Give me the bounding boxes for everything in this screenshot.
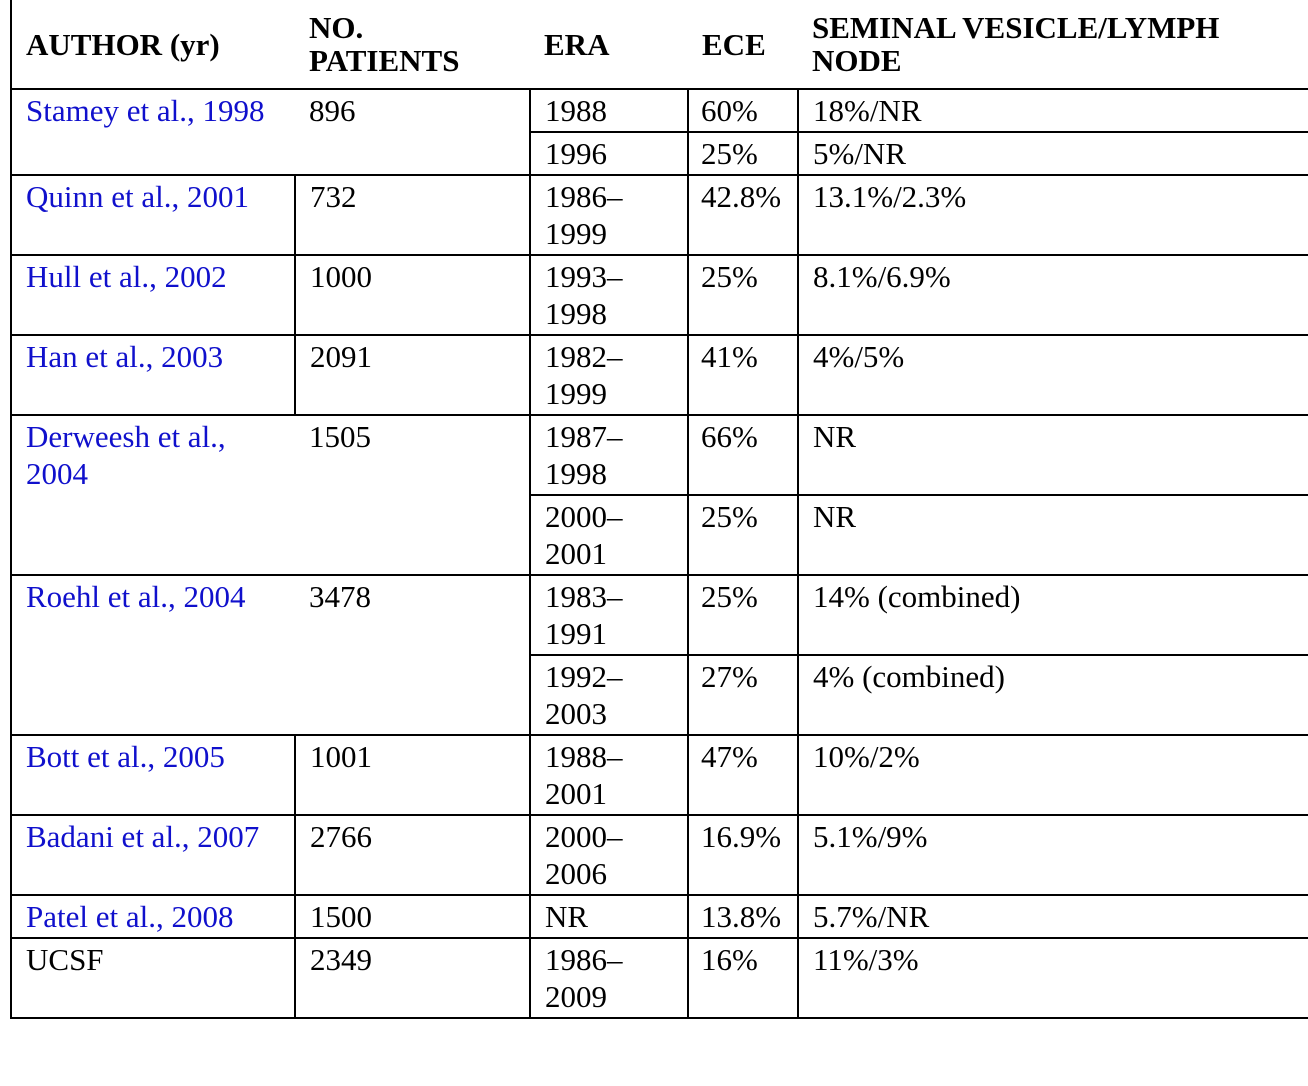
era-cell: 1982–1999 [529, 334, 689, 416]
author-link[interactable]: Bott et al., 2005 [10, 734, 296, 816]
era-cell: 1996 [529, 131, 689, 176]
ece-cell: 42.8% [687, 174, 799, 256]
ece-cell: 25% [687, 254, 799, 336]
sv-ln-cell: 5.1%/9% [797, 814, 1308, 896]
era-cell: 2000–2001 [529, 494, 689, 576]
sv-ln-cell: 18%/NR [797, 88, 1308, 133]
ece-cell: 25% [687, 494, 799, 576]
table-row: UCSF 2349 1986–2009 16% 11%/3% [10, 937, 1308, 1019]
sv-ln-cell: 8.1%/6.9% [797, 254, 1308, 336]
patients-cell: 1000 [294, 254, 531, 336]
table-row: Stamey et al., 1998 896 1988 60% 18%/NR [10, 88, 1308, 176]
header-sv-ln: SEMINAL VESICLE/LYMPH NODE [798, 0, 1308, 90]
era-cell: 1983–1991 [529, 574, 689, 656]
ece-cell: 16% [687, 937, 799, 1019]
header-patients: NO. PATIENTS [295, 0, 530, 90]
table-row: Roehl et al., 2004 3478 1983–1991 25% 14% (c… [10, 574, 1308, 736]
patients-cell: 2091 [294, 334, 531, 416]
table-row: 1992–2003 27% 4% (combined) [11, 654, 1308, 736]
patients-cell: 1505 [295, 414, 531, 576]
patients-cell: 3478 [295, 574, 531, 736]
table-row: Han et al., 2003 2091 1982–1999 41% 4%/5% [10, 334, 1308, 416]
table-row: Patel et al., 2008 1500 NR 13.8% 5.7%/NR [10, 894, 1308, 939]
author-link[interactable]: Derweesh et al., 2004 [10, 414, 295, 576]
sv-ln-cell: 11%/3% [797, 937, 1308, 1019]
table-row: Derweesh et al., 2004 1505 1987–1998 66% NR [10, 414, 1308, 576]
header-era: ERA [530, 0, 688, 90]
ece-cell: 25% [687, 574, 799, 656]
patients-cell: 896 [295, 88, 531, 176]
author-link[interactable]: Patel et al., 2008 [10, 894, 296, 939]
table-row: 1996 25% 5%/NR [11, 131, 1308, 176]
patients-cell: 2766 [294, 814, 531, 896]
author-link[interactable]: Stamey et al., 1998 [10, 88, 295, 176]
ece-cell: 13.8% [687, 894, 799, 939]
patients-cell: 1500 [294, 894, 531, 939]
sv-ln-cell: 4%/5% [797, 334, 1308, 416]
header-row: AUTHOR (yr) NO. PATIENTS ERA ECE SEMINAL… [10, 0, 1308, 90]
sv-ln-cell: 5%/NR [797, 131, 1308, 176]
era-cell: 1987–1998 [529, 414, 689, 496]
era-cell: 1986–2009 [529, 937, 689, 1019]
table-body: Stamey et al., 1998 896 1988 60% 18%/NR 1996 2… [10, 88, 1308, 1019]
table-row: Hull et al., 2002 1000 1993–1998 25% 8.1%/6.… [10, 254, 1308, 336]
ece-cell: 66% [687, 414, 799, 496]
sv-ln-cell: 14% (combined) [797, 574, 1308, 656]
table-row: 2000–2001 25% NR [11, 494, 1308, 576]
era-cell: 1988 [529, 88, 689, 133]
header-ece: ECE [688, 0, 798, 90]
era-cell: 1993–1998 [529, 254, 689, 336]
table-row: Quinn et al., 2001 732 1986–1999 42.8% 13.1%… [10, 174, 1308, 256]
sv-ln-cell: NR [797, 494, 1308, 576]
author-link: UCSF [10, 937, 296, 1019]
ece-cell: 47% [687, 734, 799, 816]
author-link[interactable]: Hull et al., 2002 [10, 254, 296, 336]
era-cell: 1988–2001 [529, 734, 689, 816]
patients-cell: 1001 [294, 734, 531, 816]
ece-cell: 25% [687, 131, 799, 176]
ece-cell: 16.9% [687, 814, 799, 896]
sv-ln-cell: 4% (combined) [797, 654, 1308, 736]
header-author: AUTHOR (yr) [10, 0, 295, 90]
table-row: Badani et al., 2007 2766 2000–2006 16.9% 5.1… [10, 814, 1308, 896]
table-row: Bott et al., 2005 1001 1988–2001 47% 10%/2% [10, 734, 1308, 816]
pathology-outcomes-table: AUTHOR (yr) NO. PATIENTS ERA ECE SEMINAL… [10, 0, 1308, 1019]
author-link[interactable]: Han et al., 2003 [10, 334, 296, 416]
patients-cell: 2349 [294, 937, 531, 1019]
ece-cell: 60% [687, 88, 799, 133]
patients-cell: 732 [294, 174, 531, 256]
ece-cell: 41% [687, 334, 799, 416]
era-cell: NR [529, 894, 689, 939]
sv-ln-cell: NR [797, 414, 1308, 496]
author-link[interactable]: Roehl et al., 2004 [10, 574, 295, 736]
sv-ln-cell: 10%/2% [797, 734, 1308, 816]
author-link[interactable]: Quinn et al., 2001 [10, 174, 296, 256]
ece-cell: 27% [687, 654, 799, 736]
sv-ln-cell: 13.1%/2.3% [797, 174, 1308, 256]
era-cell: 1992–2003 [529, 654, 689, 736]
sv-ln-cell: 5.7%/NR [797, 894, 1308, 939]
author-link[interactable]: Badani et al., 2007 [10, 814, 296, 896]
era-cell: 2000–2006 [529, 814, 689, 896]
era-cell: 1986–1999 [529, 174, 689, 256]
